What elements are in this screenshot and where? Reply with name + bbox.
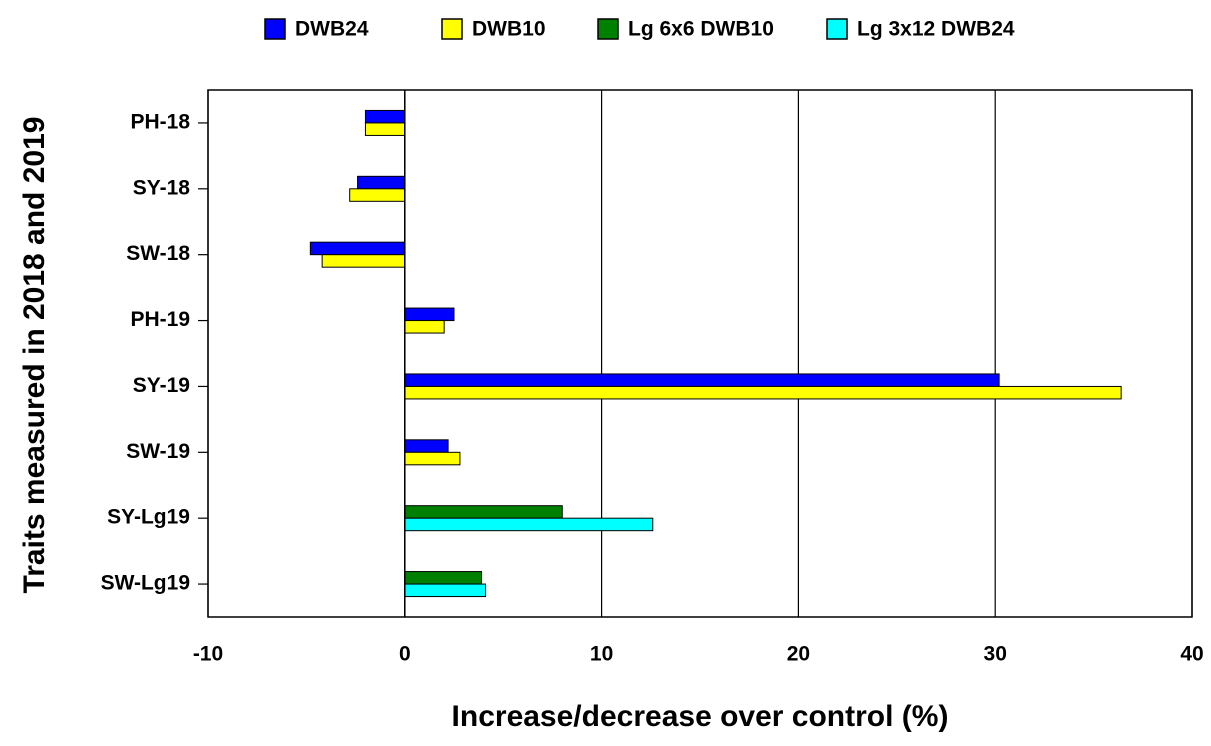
bar [404,571,483,585]
y-tick-label: SY-19 [133,374,190,397]
bar [404,451,461,466]
y-tick-label: PH-19 [130,308,190,331]
y-tick-label: PH-18 [130,110,190,133]
bar [364,109,406,124]
bar [404,320,445,334]
bar [357,175,406,190]
bar [404,505,563,519]
bar [404,307,455,322]
bar [404,517,654,532]
legend-swatch [597,18,619,40]
legend-label: Lg 3x12 DWB24 [857,18,1015,41]
bar [349,188,406,202]
x-axis-title: Increase/decrease over control (%) [452,700,949,733]
x-tick-label: 10 [590,643,613,666]
legend-swatch [826,18,848,40]
legend-swatch [264,18,286,40]
y-tick-label: SW-18 [126,242,190,265]
bar [309,241,406,256]
y-tick-label: SY-Lg19 [107,506,190,529]
bar [404,439,449,453]
bar [321,254,406,268]
x-tick-label: -10 [193,643,223,666]
x-tick-label: 0 [399,643,411,666]
y-tick-label: SW-19 [126,440,190,463]
x-tick-label: 40 [1180,643,1203,666]
legend-label: Lg 6x6 DWB10 [628,18,774,41]
legend-label: DWB10 [472,18,546,41]
legend-label: DWB24 [295,18,369,41]
x-tick-label: 20 [787,643,810,666]
bar [404,385,1122,400]
bar [404,373,1000,387]
bar [364,122,406,136]
legend-swatch [441,18,463,40]
bar [404,583,486,598]
x-tick-label: 30 [984,643,1007,666]
plot-area [207,89,1193,618]
y-tick-label: SY-18 [133,176,191,199]
y-axis-title: Traits measured in 2018 and 2019 [18,117,51,594]
y-tick-label: SW-Lg19 [101,572,190,595]
